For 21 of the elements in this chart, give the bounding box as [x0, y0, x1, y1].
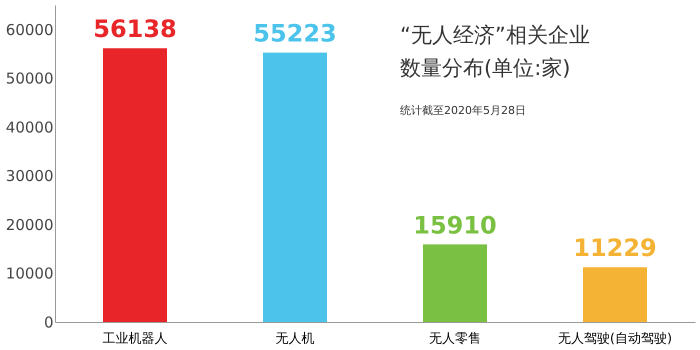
bar — [103, 48, 167, 322]
bar — [263, 52, 327, 322]
data-label: 11229 — [573, 234, 657, 262]
y-tick-label: 0 — [44, 314, 54, 332]
y-tick-label: 30000 — [6, 167, 54, 186]
x-tick-label: 无人零售 — [429, 332, 481, 346]
y-tick-label: 50000 — [6, 70, 54, 88]
y-tick-label: 20000 — [6, 216, 54, 234]
data-label: 55223 — [253, 20, 337, 48]
data-label: 56138 — [93, 15, 177, 44]
y-tick-label: 40000 — [6, 118, 54, 136]
text: “无人经济”相关企业数量分布(单位:家) — [400, 23, 590, 80]
x-tick-label: 无人驾驶(自动驾驶) — [558, 332, 672, 346]
data-label: 15910 — [413, 211, 497, 240]
x-tick-label: 无人机 — [276, 332, 314, 346]
x-tick-label: 工业机器人 — [102, 332, 168, 346]
bar — [423, 244, 487, 322]
annotation: 统计截至2020年5月28日 — [400, 104, 526, 117]
y-tick-label: 10000 — [6, 264, 54, 283]
bar — [583, 267, 647, 322]
y-tick-label: 60000 — [6, 20, 54, 39]
